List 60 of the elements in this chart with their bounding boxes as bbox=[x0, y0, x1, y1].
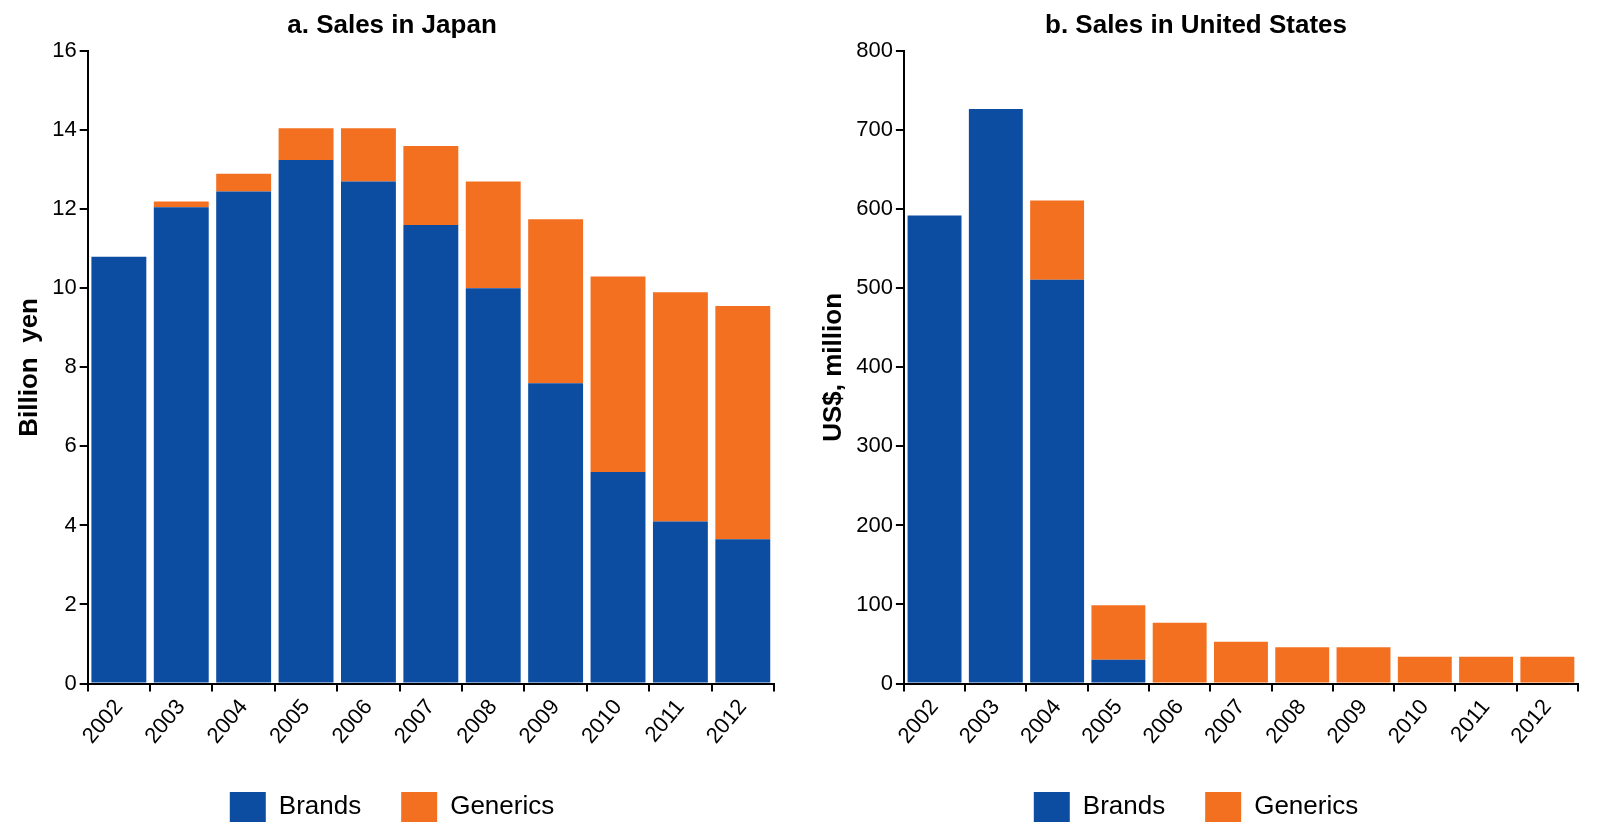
bar bbox=[652, 292, 708, 522]
bar bbox=[590, 472, 646, 683]
bar bbox=[1030, 200, 1085, 280]
bar bbox=[1152, 622, 1207, 683]
y-tick-label: 200 bbox=[856, 511, 893, 537]
bar bbox=[652, 521, 708, 683]
bar bbox=[715, 306, 771, 540]
y-tick-label: 600 bbox=[856, 195, 893, 221]
bar bbox=[715, 539, 771, 683]
bar bbox=[968, 108, 1023, 683]
bar bbox=[1275, 647, 1330, 683]
y-tick-label: 400 bbox=[856, 353, 893, 379]
bar bbox=[1091, 605, 1146, 660]
y-tick-label: 4 bbox=[64, 511, 77, 537]
bar bbox=[528, 219, 584, 384]
bar bbox=[153, 207, 209, 683]
legend-label: Generics bbox=[1254, 790, 1359, 821]
bar bbox=[1459, 656, 1514, 683]
legend-label: Brands bbox=[1082, 790, 1166, 821]
y-tick-label: 14 bbox=[52, 116, 77, 142]
bar bbox=[1213, 641, 1268, 683]
bar bbox=[403, 225, 459, 683]
y-tick-label: 0 bbox=[880, 669, 893, 695]
bar bbox=[465, 288, 521, 683]
y-axis-title: US$, million bbox=[816, 292, 847, 442]
bar bbox=[1336, 647, 1391, 683]
bar bbox=[340, 128, 396, 182]
bar bbox=[153, 201, 209, 208]
y-tick-label: 8 bbox=[64, 353, 77, 379]
bar bbox=[528, 383, 584, 683]
bar bbox=[1030, 279, 1085, 683]
chart-title: b. Sales in United States bbox=[1045, 8, 1347, 39]
legend-label: Generics bbox=[450, 790, 555, 821]
y-tick-label: 10 bbox=[52, 274, 77, 300]
bar bbox=[1397, 656, 1452, 683]
bar bbox=[403, 146, 459, 226]
y-tick-label: 0 bbox=[64, 669, 77, 695]
bar bbox=[1520, 656, 1575, 683]
legend-label: Brands bbox=[278, 790, 362, 821]
bar bbox=[907, 215, 962, 683]
y-tick-label: 16 bbox=[52, 37, 77, 63]
y-tick-label: 700 bbox=[856, 116, 893, 142]
y-tick-label: 300 bbox=[856, 432, 893, 458]
bar bbox=[1091, 659, 1146, 683]
bar bbox=[216, 173, 272, 192]
bar bbox=[340, 181, 396, 683]
bar bbox=[465, 181, 521, 289]
bar bbox=[278, 128, 334, 160]
chart-title: a. Sales in Japan bbox=[287, 8, 497, 39]
bar bbox=[91, 256, 147, 683]
bar bbox=[278, 159, 334, 683]
y-tick-label: 100 bbox=[856, 590, 893, 616]
y-axis-title: Billion yen bbox=[12, 298, 43, 437]
y-tick-label: 12 bbox=[52, 195, 77, 221]
bar bbox=[216, 191, 272, 683]
y-tick-label: 2 bbox=[64, 590, 77, 616]
y-tick-label: 6 bbox=[64, 432, 77, 458]
y-tick-label: 500 bbox=[856, 274, 893, 300]
bar bbox=[590, 276, 646, 473]
y-tick-label: 800 bbox=[856, 37, 893, 63]
